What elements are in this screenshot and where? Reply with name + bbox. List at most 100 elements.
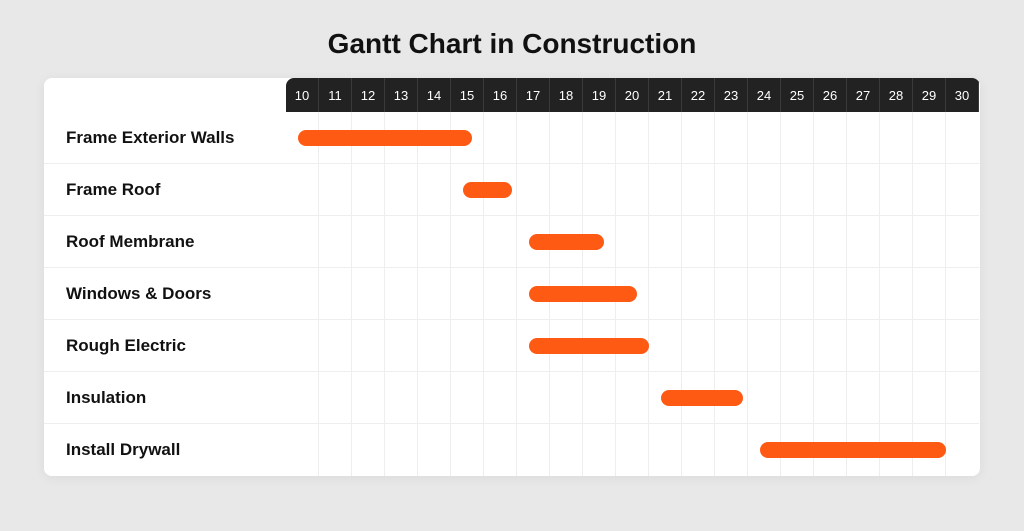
day-cell (484, 216, 517, 268)
day-cell (352, 268, 385, 320)
day-header: 19 (583, 78, 616, 112)
day-cell (715, 112, 748, 164)
day-cell (319, 268, 352, 320)
day-cell (715, 320, 748, 372)
day-cell (451, 268, 484, 320)
day-cell (946, 424, 979, 476)
day-cell (385, 164, 418, 216)
day-cell (352, 372, 385, 424)
day-header: 20 (616, 78, 649, 112)
day-cell (616, 216, 649, 268)
day-cell (715, 216, 748, 268)
day-cell (517, 164, 550, 216)
day-cell (748, 112, 781, 164)
day-cell (715, 268, 748, 320)
day-cell (319, 372, 352, 424)
day-cell (814, 216, 847, 268)
day-cell (847, 372, 880, 424)
day-cell (748, 216, 781, 268)
day-cell (649, 268, 682, 320)
day-cell (913, 320, 946, 372)
day-header: 17 (517, 78, 550, 112)
day-header: 29 (913, 78, 946, 112)
day-cell (913, 112, 946, 164)
day-header: 18 (550, 78, 583, 112)
day-cell (682, 112, 715, 164)
day-header: 16 (484, 78, 517, 112)
day-cell (319, 320, 352, 372)
day-cell (880, 268, 913, 320)
day-cell (583, 112, 616, 164)
day-cell (286, 164, 319, 216)
day-cell (616, 164, 649, 216)
day-cell (352, 424, 385, 476)
day-cell (946, 164, 979, 216)
task-label: Frame Roof (44, 164, 286, 216)
task-label: Insulation (44, 372, 286, 424)
task-label: Install Drywall (44, 424, 286, 476)
day-cell (649, 112, 682, 164)
day-cell (550, 372, 583, 424)
day-cell (451, 216, 484, 268)
day-cell (814, 268, 847, 320)
day-cell (352, 164, 385, 216)
day-cell (550, 112, 583, 164)
day-cell (484, 424, 517, 476)
day-cell (418, 164, 451, 216)
day-cell (286, 268, 319, 320)
day-cell (451, 320, 484, 372)
gantt-bar (463, 182, 513, 198)
day-header: 12 (352, 78, 385, 112)
day-cell (682, 164, 715, 216)
day-cell (880, 164, 913, 216)
chart-title: Gantt Chart in Construction (0, 0, 1024, 78)
day-cell (484, 268, 517, 320)
day-header: 26 (814, 78, 847, 112)
day-cell (385, 268, 418, 320)
gantt-bar (298, 130, 473, 146)
day-cell (781, 372, 814, 424)
day-cell (319, 424, 352, 476)
day-cell (814, 372, 847, 424)
day-cell (715, 424, 748, 476)
gantt-chart: 1011121314151617181920212223242526272829… (44, 78, 980, 476)
day-cell (286, 372, 319, 424)
day-cell (880, 112, 913, 164)
day-cell (649, 320, 682, 372)
day-header: 24 (748, 78, 781, 112)
day-cell (946, 268, 979, 320)
day-cell (484, 372, 517, 424)
day-cell (880, 320, 913, 372)
day-header: 23 (715, 78, 748, 112)
task-label: Windows & Doors (44, 268, 286, 320)
day-cell (517, 112, 550, 164)
day-cell (847, 320, 880, 372)
day-cell (583, 164, 616, 216)
day-header: 15 (451, 78, 484, 112)
day-cell (847, 216, 880, 268)
day-cell (385, 216, 418, 268)
day-cell (946, 320, 979, 372)
day-cell (682, 424, 715, 476)
day-cell (814, 164, 847, 216)
day-cell (814, 320, 847, 372)
day-cell (517, 424, 550, 476)
day-cell (451, 424, 484, 476)
day-cell (946, 372, 979, 424)
day-cell (616, 372, 649, 424)
day-cell (682, 320, 715, 372)
day-cell (748, 372, 781, 424)
day-cell (286, 424, 319, 476)
task-label: Roof Membrane (44, 216, 286, 268)
gantt-bar (529, 338, 649, 354)
day-cell (649, 164, 682, 216)
day-cell (385, 320, 418, 372)
day-cell (385, 372, 418, 424)
day-cell (781, 268, 814, 320)
gantt-bar (760, 442, 946, 458)
gantt-bar (529, 234, 605, 250)
day-header: 28 (880, 78, 913, 112)
day-cell (682, 268, 715, 320)
day-cell (583, 424, 616, 476)
day-cell (781, 216, 814, 268)
